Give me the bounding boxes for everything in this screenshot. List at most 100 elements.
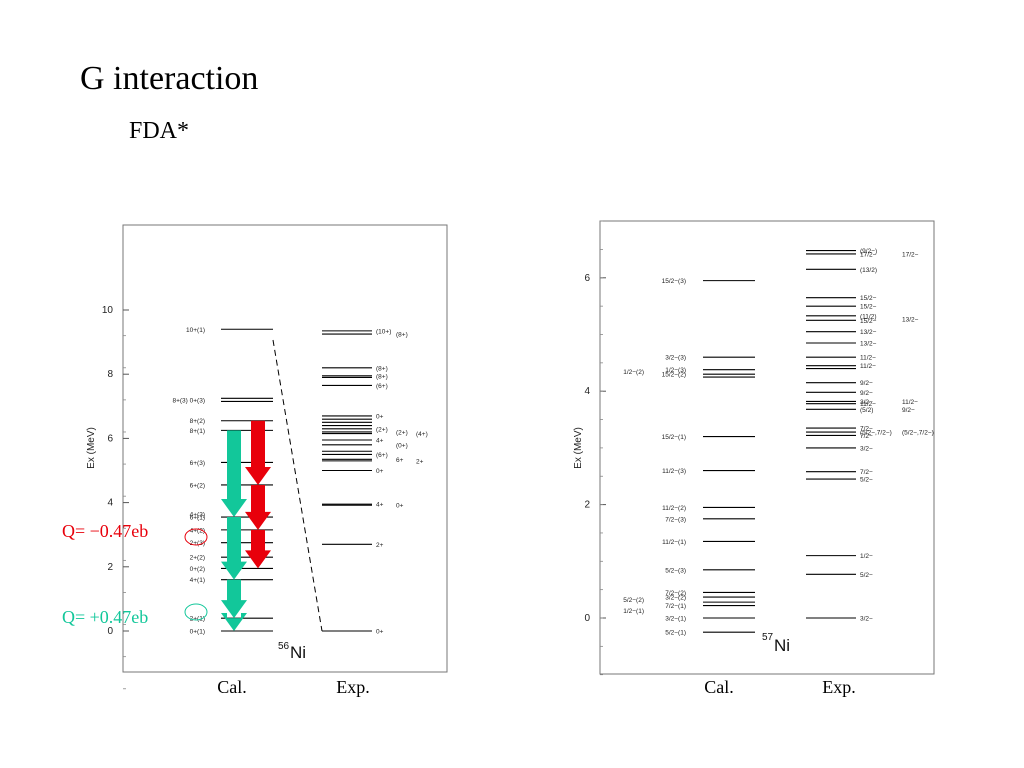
ni57-exp-side-label: 9/2− (902, 407, 915, 414)
ni57-ytick-label: 0 (584, 613, 590, 624)
ni56-exp-level-label: (2+) (376, 426, 388, 433)
ni56-y-axis-label: Ex (MeV) (86, 427, 97, 469)
ni57-exp-column-label: Exp. (822, 677, 856, 697)
ni57-exp-level-label: (9/2−) (860, 248, 877, 255)
ni57-exp-level-label: 9/2− (860, 390, 873, 397)
ni57-exp-level-label: 7/2− (860, 426, 873, 433)
ni56-q-positive-circle (184, 603, 208, 621)
ni56-exp-level-label: (2+) (396, 429, 408, 436)
ni56-exp-level-label: (8+) (376, 365, 388, 372)
ni56-exp-column-label: Exp. (336, 677, 370, 697)
ni56-transition-arrows (221, 420, 271, 631)
ni56-cal-level-label: 10+(1) (186, 327, 205, 334)
ni57-exp-level-label: 15/2− (860, 304, 877, 311)
ni57-exp-level-label: 11/2− (860, 355, 876, 362)
ni56-q-negative-circle (184, 528, 208, 546)
ni57-exp-level-label: 3/2− (860, 399, 873, 406)
ni57-element-symbol: Ni (774, 636, 790, 655)
ni56-exp-level-label: 0+ (376, 629, 384, 636)
ni57-exp-level-label: 5/2− (860, 572, 873, 579)
ni57-cal-level-label: 3/2−(2) (665, 595, 686, 602)
ni56-element-symbol: Ni (290, 643, 306, 662)
ni56-cal-level-label: 2+(1) (190, 616, 205, 623)
ni56-exp-level-label: 6+ (396, 457, 404, 464)
ni57-exp-side-label: (5/2−,7/2−) (902, 430, 934, 437)
ni56-y-ticks: 0 2 4 6 8 10 (102, 305, 129, 690)
ni57-exp-level-label: (5/2) (860, 407, 873, 414)
ni57-ytick-label: 2 (584, 500, 590, 511)
ni57-ytick-label: 6 (584, 273, 590, 284)
ni57-exp-level-label: (13/2) (860, 267, 877, 274)
ni56-exp-level-label: (4+) (416, 431, 428, 438)
ni56-red-transition-arrow (245, 420, 271, 485)
ni56-exp-level-label: 4+ (376, 438, 384, 445)
ni57-cal-level-label: 7/2−(3) (665, 516, 686, 523)
ni57-exp-side-label: 17/2− (902, 251, 919, 258)
ni57-exp-level-label: 1/2− (860, 553, 873, 560)
ni57-exp-level-label: 11/2− (860, 363, 876, 370)
ni57-cal-left-label: 1/2−(2) (623, 369, 644, 376)
ni56-green-transition-arrow (221, 430, 247, 518)
ni56-cal-level-label: 4+(1) (190, 577, 205, 584)
ni57-exp-level-label: 15/2− (860, 318, 877, 325)
ni57-cal-left-label: 5/2−(2) (623, 597, 644, 604)
ni57-cal-level-label: 7/2−(2) (665, 590, 686, 597)
ni57-cal-level-label: 15/2−(2) (662, 372, 686, 379)
ni56-cal-level-label: 6+(3) (190, 460, 205, 467)
ni56-exp-level-label: (10+) (376, 328, 391, 335)
ni56-exp-level-label: (0+) (396, 442, 408, 449)
ni56-exp-level-label: 2+ (416, 458, 424, 465)
ni56-plot-frame (122, 224, 448, 673)
ni56-green-transition-arrow (221, 579, 247, 619)
ni57-exp-side-label: 11/2− (902, 399, 918, 406)
ni57-exp-level-label: 13/2− (860, 341, 877, 348)
ni57-cal-level-label: 15/2−(3) (662, 278, 686, 285)
ni57-cal-level-label: 5/2−(3) (665, 567, 686, 574)
ni56-exp-level-label: (6+) (376, 452, 388, 459)
ni57-cal-level-label: 1/2−(3) (665, 367, 686, 374)
ni56-correspondence-dashed-line (272, 339, 323, 632)
ni57-exp-level-label: 9/2− (860, 380, 873, 387)
ni57-exp-level-label: 17/2− (860, 251, 877, 258)
ni56-cal-level-label: 8+(1) (190, 428, 205, 435)
ni56-ytick-label: 10 (102, 305, 114, 316)
ni56-ytick-label: 4 (107, 498, 113, 509)
slide-subtitle: FDA* (129, 118, 190, 144)
ni57-exp-side-label: 13/2− (902, 317, 919, 324)
slide-title: G interaction (80, 60, 259, 97)
ni57-cal-left-label: 1/2−(1) (623, 608, 644, 615)
ni56-mass-number: 56 (278, 641, 290, 652)
ni56-exp-level-label: (8+) (396, 332, 408, 339)
ni56-exp-level-label: (6+) (376, 383, 388, 390)
ni56-cal-level-label: 8+(2) (190, 418, 205, 425)
ni56-cal-column-label: Cal. (217, 677, 247, 697)
ni57-exp-level-label: 7/2− (860, 433, 873, 440)
ni56-cal-level-label: 2+(3) (190, 540, 205, 547)
ni57-exp-level-label: 15/2− (860, 295, 877, 302)
ni56-red-transition-arrow (245, 529, 271, 569)
ni56-exp-level-label: 0+ (396, 503, 404, 510)
ni57-cal-level-label: 5/2−(1) (665, 630, 686, 637)
ni56-ytick-label: 2 (107, 562, 113, 573)
ni56-cal-level-label: 0+(2) (190, 566, 205, 573)
ni56-cal-level-label: 6+(2) (190, 482, 205, 489)
q-positive-label: Q= +0.47eb (62, 607, 148, 627)
ni57-cal-level-label: 3/2−(1) (665, 616, 686, 623)
q-negative-label: Q= −0.47eb (62, 521, 148, 541)
ni56-green-transition-arrow (221, 517, 247, 580)
ni57-exp-level-label: 3/2− (860, 616, 873, 623)
ni56-cal-extra-label: 4+(3) (190, 511, 205, 518)
ni57-exp-level-label: 7/2− (860, 469, 873, 476)
ni57-y-ticks: 0 2 4 6 (584, 220, 606, 676)
ni57-ytick-label: 4 (584, 386, 590, 397)
ni56-level-scheme: Ex (MeV) 0 2 4 6 8 10 10+(1) 8+(2) 8+(1) 6+(3) 6+… (62, 224, 448, 697)
ni57-exp-level-label: (5/2−,7/2−) (860, 430, 892, 437)
ni57-exp-level-label: 3/2− (860, 445, 873, 452)
ni56-exp-level-label: 4+ (376, 502, 384, 509)
ni57-cal-column-label: Cal. (704, 677, 734, 697)
ni57-exp-levels: (9/2−)17/2−(13/2)15/2−15/2−(11/2)15/2−13… (806, 248, 934, 623)
ni56-ytick-label: 8 (107, 369, 113, 380)
ni57-exp-level-label: (11/2) (860, 313, 877, 320)
